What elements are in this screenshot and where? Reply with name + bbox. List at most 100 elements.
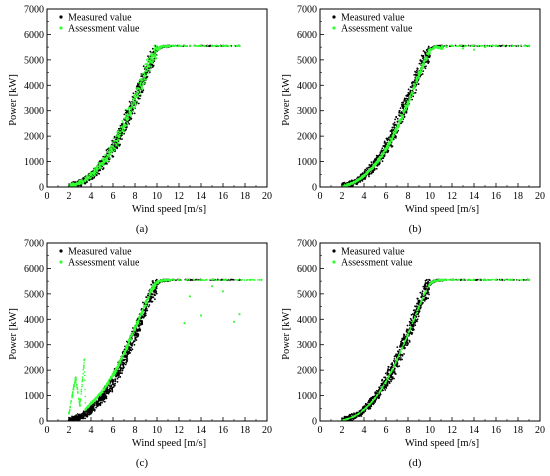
panel-a-y-tick-label: 7000 (24, 5, 44, 16)
panel-a-assessment-point (142, 74, 145, 77)
panel-c-measured-point (109, 381, 112, 383)
panel-a-assessment-point (133, 98, 137, 101)
panel-b-measured-point (395, 116, 398, 119)
panel-b-assessment-point (414, 83, 416, 86)
panel-a-assessment-point (126, 125, 129, 127)
panel-a-assessment-point (189, 44, 192, 47)
panel-b-measured-point (408, 92, 410, 94)
panel-c-measured-point (106, 389, 109, 392)
panel-c-measured-point (85, 415, 88, 418)
panel-b-assessment-point (434, 45, 437, 48)
panel-a-measured-point (125, 126, 128, 129)
panel-b-measured-point (395, 135, 397, 138)
panel-a-assessment-point (94, 166, 96, 169)
panel-b-assessment-point (372, 165, 374, 167)
panel-a-assessment-point (89, 171, 92, 173)
panel-a-assessment-point (104, 160, 107, 162)
panel-a-assessment-point (117, 130, 120, 132)
panel-a-measured-point (82, 177, 85, 180)
panel-a-assessment-point (186, 45, 188, 47)
panel-a-assessment-point (141, 89, 143, 91)
panel-a-assessment-point (211, 45, 214, 47)
panel-b-assessment-point (520, 44, 522, 47)
panel-b-assessment-point (351, 181, 355, 184)
panel-a-assessment-point (132, 95, 135, 97)
panel-a-assessment-point (161, 45, 164, 48)
panel-b-measured-point (398, 114, 400, 116)
panel-c-measured-point (103, 400, 106, 403)
panel-a-assessment-point (177, 45, 180, 48)
panel-b-assessment-point (410, 96, 412, 98)
panel-a-assessment-point (149, 64, 151, 66)
panel-a-assessment-point (227, 45, 230, 48)
panel-b-assessment-point (411, 94, 414, 96)
panel-c-measured-point (146, 294, 149, 297)
panel-c-measured-point (153, 293, 156, 295)
panel-b-measured-point (391, 145, 394, 148)
panel-c-measured-point (110, 385, 113, 388)
panel-a-assessment-point (122, 133, 124, 135)
panel-c-assessment-point (84, 395, 86, 398)
panel-c-measured-point (129, 352, 132, 354)
panel-a-assessment-point (130, 109, 133, 111)
panel-a-assessment-point (137, 81, 140, 84)
panel-a-assessment-point (150, 60, 153, 62)
panel-a-measured-point (142, 65, 145, 68)
panel-b-assessment-point (357, 178, 360, 181)
panel-a-assessment-point (155, 48, 159, 51)
panel-b-assessment-point (422, 65, 425, 67)
panel-a-assessment-point (93, 168, 95, 170)
panel-c-measured-point (131, 342, 134, 345)
panel-a-assessment-point (142, 84, 145, 86)
panel-c-measured-point (105, 397, 108, 400)
panel-b-measured-point (414, 91, 417, 94)
panel-a-assessment-point (128, 114, 130, 117)
panel-c-measured-point (124, 363, 127, 366)
panel-a-assessment-point (109, 157, 111, 159)
panel-c-measured-point (135, 339, 138, 341)
panel-a-assessment-point (112, 143, 115, 145)
panel-c-measured-point (84, 414, 86, 417)
panel-a-assessment-point (81, 182, 84, 184)
panel-b-assessment-point (395, 131, 398, 133)
panel-c-points (67, 278, 263, 421)
panel-a-assessment-point (85, 175, 88, 177)
panel-a-assessment-point (117, 135, 120, 138)
panel-b-measured-point (412, 95, 415, 98)
panel-a-assessment-point (145, 78, 147, 81)
panel-c-measured-point (138, 327, 141, 330)
panel-b-measured-point (368, 175, 370, 178)
panel-c-measured-point (81, 417, 84, 420)
panel-b-assessment-point (384, 147, 388, 150)
panel-a-assessment-point (73, 183, 76, 187)
panel-c-measured-point (133, 340, 135, 342)
panel-b-assessment-point (426, 57, 429, 60)
panel-b-assessment-point (421, 70, 423, 73)
panel-c-measured-point (103, 392, 106, 395)
panel-c-measured-point (114, 378, 117, 380)
panel-a-assessment-point (108, 150, 111, 152)
panel-b-measured-point (368, 172, 371, 175)
panel-c-measured-point (116, 381, 119, 383)
panel-c-measured-point (103, 396, 106, 399)
panel-c-measured-point (87, 408, 89, 411)
panel-b-assessment-point (398, 120, 400, 122)
panel-b-measured-point (413, 79, 416, 82)
panel-b-assessment-point (378, 160, 381, 162)
panel-c-measured-point (155, 287, 158, 290)
panel-a-assessment-point (109, 154, 111, 156)
panel-b-assessment-point (497, 45, 499, 47)
panel-b-measured-point (374, 167, 376, 170)
panel-a-legend-entry: Assessment value (68, 24, 140, 35)
panel-a-assessment-point (100, 161, 104, 164)
panel-c-measured-point (105, 395, 108, 398)
panel-b-assessment-point (404, 108, 406, 111)
panel-a-y-axis-label: Power [kW] (8, 74, 19, 126)
panel-a-assessment-point (95, 168, 98, 171)
panel-c-measured-point (108, 390, 111, 392)
panel-c-measured-point (144, 309, 147, 312)
panel-b-assessment-point (364, 174, 367, 176)
panel-b-assessment-point (407, 104, 409, 106)
panel-a-assessment-point (148, 68, 151, 71)
